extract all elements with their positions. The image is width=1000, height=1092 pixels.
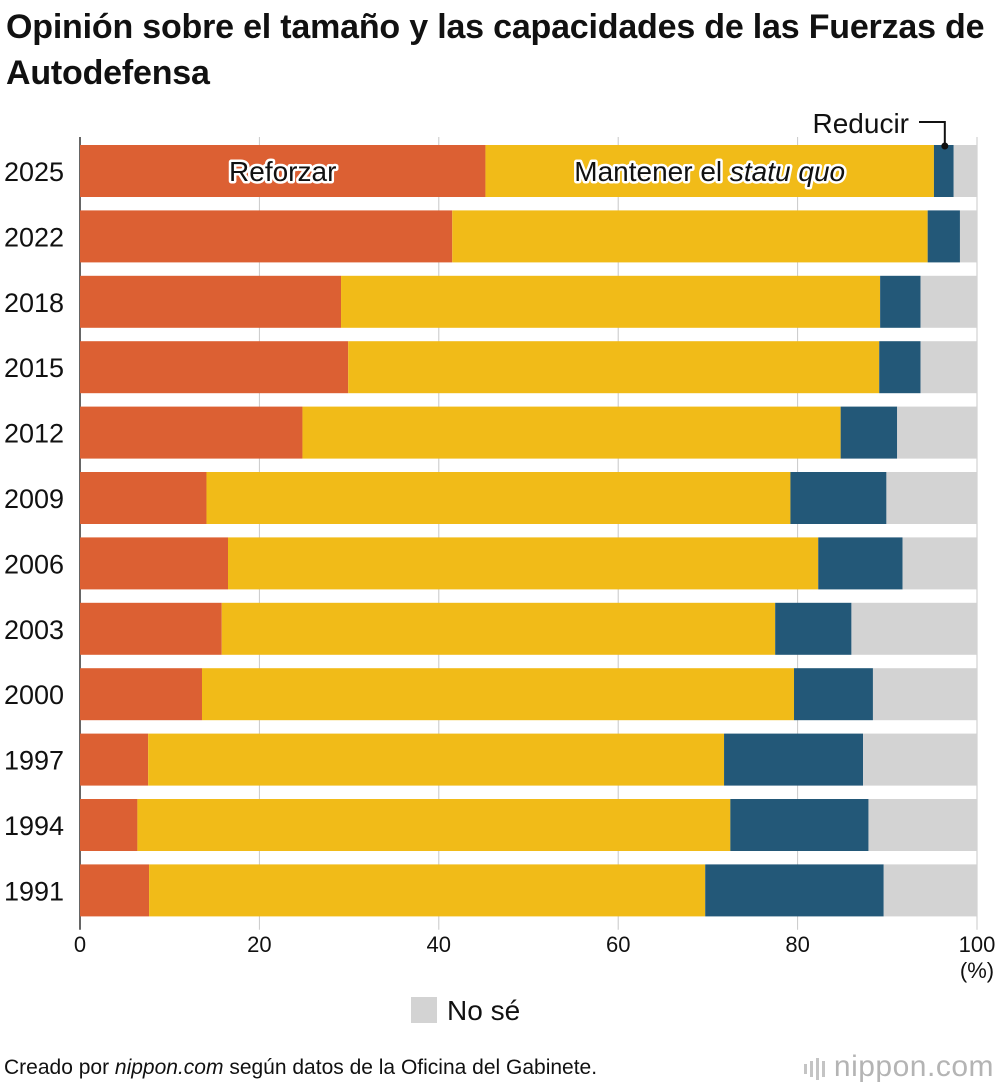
bar-segment bbox=[851, 602, 977, 655]
series-label-mantener: Mantener el statu quo bbox=[574, 156, 845, 187]
bar-segment bbox=[80, 602, 222, 655]
x-tick-label: 40 bbox=[427, 932, 451, 957]
bar-segment bbox=[228, 537, 819, 590]
bar-segment bbox=[80, 341, 349, 394]
y-category-label: 1994 bbox=[4, 811, 64, 841]
bar-segment bbox=[872, 668, 977, 721]
y-category-label: 2018 bbox=[4, 288, 64, 318]
bar-segment bbox=[902, 537, 977, 590]
bar-segment bbox=[920, 341, 977, 394]
bar-segment bbox=[705, 864, 884, 917]
bar-segment bbox=[148, 733, 725, 786]
bar-segment bbox=[840, 406, 898, 459]
bars bbox=[80, 145, 977, 917]
nippon-logo: nippon.com bbox=[803, 1050, 994, 1085]
x-tick-label: 60 bbox=[606, 932, 630, 957]
bar-segment bbox=[485, 145, 934, 197]
source-prefix: Creado por bbox=[4, 1056, 115, 1079]
x-axis-ticks: 0 20 40 60 80 100(%) bbox=[74, 932, 995, 983]
logo-text: nippon.com bbox=[833, 1050, 994, 1083]
bar-segment bbox=[775, 602, 852, 655]
bar-segment bbox=[897, 406, 977, 459]
bar-segment bbox=[302, 406, 841, 459]
bar-segment bbox=[80, 275, 342, 328]
y-category-label: 2003 bbox=[4, 615, 64, 645]
series-label-reducir: Reducir bbox=[813, 108, 909, 139]
bar-segment bbox=[730, 799, 869, 851]
reducir-leader-dot bbox=[941, 142, 949, 150]
bar-segment bbox=[886, 472, 977, 524]
x-tick-label: 0 bbox=[74, 932, 86, 957]
gridlines bbox=[79, 137, 978, 930]
bar-segment bbox=[724, 733, 864, 786]
bar-segment bbox=[452, 210, 928, 263]
bar-segment bbox=[80, 145, 486, 197]
y-axis-labels: 2025 2022 2018 2015 2012 2009 2006 2003 2000 1997… bbox=[4, 157, 64, 906]
bar-segment bbox=[80, 799, 138, 851]
bar-segment bbox=[933, 145, 954, 197]
x-tick-label: 80 bbox=[785, 932, 809, 957]
annotations: Reforzar Mantener el statu quo Reducir No s… bbox=[227, 108, 949, 1026]
bar-segment bbox=[80, 668, 202, 721]
bar-segment bbox=[137, 799, 731, 851]
reducir-leader-line bbox=[919, 121, 946, 146]
series-label-reforzar: Reforzar bbox=[229, 156, 336, 187]
bar-segment bbox=[953, 145, 977, 197]
logo-mark-icon bbox=[803, 1051, 828, 1085]
y-category-label: 2022 bbox=[4, 222, 64, 252]
bar-segment bbox=[80, 210, 453, 263]
bar-segment bbox=[818, 537, 903, 590]
bar-segment bbox=[80, 864, 150, 917]
x-axis-unit: (%) bbox=[960, 958, 994, 983]
source-suffix: según datos de la Oficina del Gabinete. bbox=[223, 1056, 598, 1079]
chart-title: Opinión sobre el tamaño y las capacidade… bbox=[6, 8, 985, 92]
bar-segment bbox=[80, 733, 149, 786]
bar-segment bbox=[883, 864, 977, 917]
chart: 2025 2022 2018 2015 2012 2009 2006 2003 2000 1997… bbox=[4, 108, 995, 1026]
y-category-label: 2006 bbox=[4, 549, 64, 579]
bar-segment bbox=[790, 472, 887, 524]
source-site[interactable]: nippon.com bbox=[114, 1056, 224, 1079]
bar-segment bbox=[206, 472, 791, 524]
bar-segment bbox=[880, 275, 921, 328]
bar-segment bbox=[868, 799, 977, 851]
y-category-label: 1997 bbox=[4, 746, 64, 776]
y-category-label: 2025 bbox=[4, 157, 64, 187]
bar-segment bbox=[348, 341, 880, 394]
source-note: Creado por nippon.com según datos de la … bbox=[4, 1056, 597, 1080]
bar-segment bbox=[80, 406, 303, 459]
bar-segment bbox=[794, 668, 873, 721]
y-category-label: 2015 bbox=[4, 353, 64, 383]
bar-segment bbox=[927, 210, 960, 263]
y-category-label: 2000 bbox=[4, 680, 64, 710]
bar-segment bbox=[201, 668, 795, 721]
y-category-label: 2009 bbox=[4, 484, 64, 514]
legend-label-no-se: No sé bbox=[447, 995, 520, 1026]
bar-segment bbox=[80, 472, 207, 524]
x-tick-label: 100 bbox=[959, 932, 996, 957]
bar-segment bbox=[920, 275, 977, 328]
legend-swatch-no-se bbox=[411, 997, 437, 1023]
y-category-label: 2012 bbox=[4, 419, 64, 449]
bar-segment bbox=[863, 733, 977, 786]
bar-segment bbox=[221, 602, 776, 655]
bar-segment bbox=[149, 864, 706, 917]
bar-segment bbox=[80, 537, 229, 590]
bar-segment bbox=[341, 275, 881, 328]
bar-segment bbox=[959, 210, 977, 263]
bar-segment bbox=[879, 341, 921, 394]
y-category-label: 1991 bbox=[4, 876, 64, 906]
x-tick-label: 20 bbox=[247, 932, 271, 957]
